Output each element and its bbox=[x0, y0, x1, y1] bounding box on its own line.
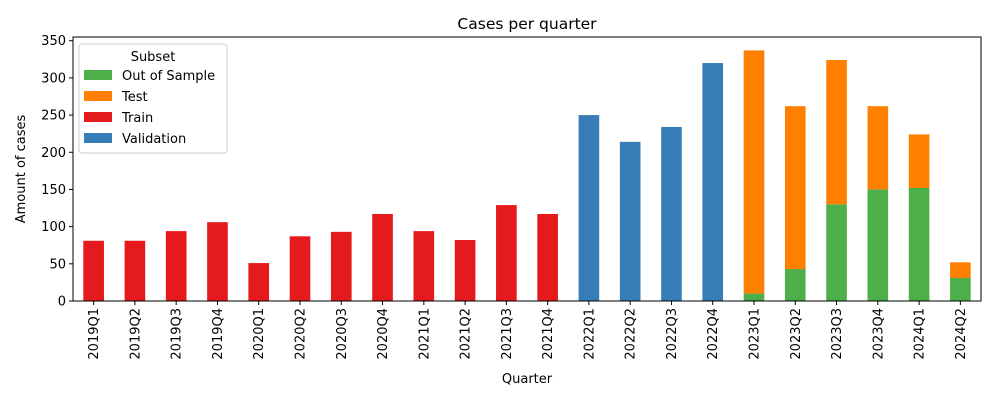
x-tick-label: 2024Q1 bbox=[913, 308, 928, 360]
bar-validation-2022Q1 bbox=[578, 115, 600, 302]
y-tick-label: 150 bbox=[41, 183, 66, 198]
bar-test-2024Q2 bbox=[950, 262, 971, 278]
legend-label-out-of-sample: Out of Sample bbox=[122, 69, 215, 84]
x-tick-label: 2023Q3 bbox=[830, 308, 845, 360]
x-tick-label: 2021Q3 bbox=[500, 308, 515, 360]
y-axis: 0 50 100 150 200 250 300 350 bbox=[41, 34, 73, 310]
bar-test-2024Q1 bbox=[908, 134, 930, 188]
x-axis: 2019Q1 2019Q2 2019Q3 2019Q4 2020Q1 2020Q2 2020… bbox=[87, 301, 969, 360]
x-tick-label: 2021Q1 bbox=[417, 308, 432, 360]
x-tick-label: 2021Q4 bbox=[541, 308, 556, 360]
bar-train-2021Q4 bbox=[537, 213, 558, 301]
bar-train-2019Q4 bbox=[207, 222, 228, 301]
legend-box bbox=[78, 43, 228, 154]
x-tick-label: 2022Q3 bbox=[665, 308, 680, 360]
y-tick-label: 50 bbox=[49, 257, 66, 272]
y-tick-label: 0 bbox=[58, 295, 66, 310]
y-axis-title: Amount of cases bbox=[14, 115, 29, 224]
bar-test-2023Q1 bbox=[743, 50, 765, 294]
bar-out-of-sample-2023Q4 bbox=[867, 189, 889, 301]
bar-train-2020Q3 bbox=[330, 231, 352, 301]
x-tick-label: 2022Q4 bbox=[706, 308, 721, 360]
x-tick-label: 2020Q1 bbox=[252, 308, 267, 360]
x-tick-label: 2021Q2 bbox=[459, 308, 474, 360]
bar-train-2019Q3 bbox=[165, 231, 187, 301]
bar-train-2019Q1 bbox=[83, 240, 104, 301]
bar-out-of-sample-2024Q1 bbox=[908, 187, 930, 301]
y-tick-label: 100 bbox=[41, 220, 66, 235]
bar-out-of-sample-2023Q2 bbox=[784, 269, 806, 301]
bar-test-2023Q2 bbox=[784, 106, 806, 270]
bars-group bbox=[83, 50, 971, 302]
bar-validation-2022Q2 bbox=[619, 141, 641, 301]
bar-out-of-sample-2024Q2 bbox=[950, 277, 971, 301]
x-tick-label: 2019Q3 bbox=[170, 308, 185, 360]
x-tick-label: 2024Q2 bbox=[954, 308, 969, 360]
bar-train-2020Q2 bbox=[289, 236, 311, 301]
x-tick-label: 2022Q2 bbox=[624, 308, 639, 360]
bar-train-2021Q1 bbox=[413, 231, 435, 301]
bar-train-2021Q2 bbox=[454, 240, 476, 301]
bar-validation-2022Q4 bbox=[702, 63, 724, 301]
bar-validation-2022Q3 bbox=[661, 126, 682, 302]
legend-label-validation: Validation bbox=[122, 132, 186, 147]
y-tick-label: 300 bbox=[41, 71, 66, 86]
bar-train-2021Q3 bbox=[496, 205, 517, 301]
chart-title: Cases per quarter bbox=[457, 15, 597, 33]
x-tick-label: 2019Q1 bbox=[87, 308, 102, 360]
x-tick-label: 2022Q1 bbox=[582, 308, 597, 360]
x-tick-label: 2023Q1 bbox=[748, 308, 763, 360]
y-tick-label: 250 bbox=[41, 109, 66, 124]
bar-test-2023Q3 bbox=[826, 60, 847, 205]
legend-swatch-validation bbox=[84, 133, 112, 143]
bar-train-2019Q2 bbox=[124, 240, 146, 301]
legend-swatch-test bbox=[84, 91, 112, 101]
y-tick-label: 200 bbox=[41, 146, 66, 161]
bar-train-2020Q4 bbox=[372, 213, 393, 301]
legend-swatch-out-of-sample bbox=[84, 70, 112, 80]
y-tick-label: 350 bbox=[41, 34, 66, 49]
x-axis-title: Quarter bbox=[502, 372, 553, 387]
bar-out-of-sample-2023Q1 bbox=[743, 293, 765, 301]
bar-out-of-sample-2023Q3 bbox=[826, 204, 847, 301]
bar-train-2020Q1 bbox=[248, 263, 270, 301]
plot-frame bbox=[72, 36, 982, 302]
x-tick-label: 2019Q4 bbox=[211, 308, 226, 360]
legend-label-test: Test bbox=[121, 90, 148, 105]
legend-label-train: Train bbox=[121, 111, 153, 126]
legend-title: Subset bbox=[131, 50, 176, 65]
x-tick-label: 2020Q4 bbox=[376, 308, 391, 360]
bar-test-2023Q4 bbox=[867, 106, 889, 190]
legend: Subset Out of Sample Test Train Validation bbox=[78, 43, 228, 154]
x-tick-label: 2019Q2 bbox=[128, 308, 143, 360]
x-tick-label: 2020Q2 bbox=[294, 308, 309, 360]
x-tick-label: 2023Q2 bbox=[789, 308, 804, 360]
legend-swatch-train bbox=[84, 112, 112, 122]
x-tick-label: 2020Q3 bbox=[335, 308, 350, 360]
x-tick-label: 2023Q4 bbox=[871, 308, 886, 360]
